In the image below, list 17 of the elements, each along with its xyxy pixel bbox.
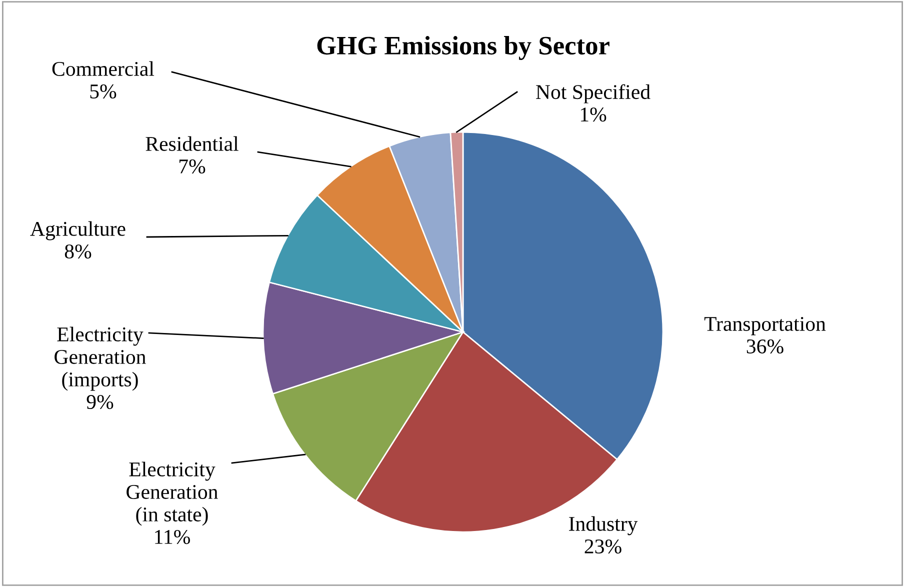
data-label: 23% — [584, 539, 622, 554]
data-label: 5% — [90, 84, 116, 99]
slice-label: Electricity Generation (in state) — [126, 462, 218, 526]
slice-label: Industry — [569, 516, 638, 536]
data-label: 7% — [179, 159, 206, 174]
data-label: 9% — [86, 394, 114, 410]
slice-label: Electricity Generation (imports) — [54, 326, 146, 391]
data-label: 11% — [155, 530, 190, 544]
slice-label: Commercial — [52, 61, 154, 76]
data-label: 1% — [580, 108, 606, 122]
slice-label: Agriculture — [30, 221, 126, 240]
data-label: 8% — [64, 244, 92, 259]
slice-label: Not Specified — [536, 84, 650, 104]
slice-label: Residential — [146, 136, 238, 151]
data-label: 36% — [746, 339, 784, 354]
slice-label: Transportation — [704, 316, 826, 336]
chart-title: GHG Emissions by Sector — [317, 36, 610, 60]
